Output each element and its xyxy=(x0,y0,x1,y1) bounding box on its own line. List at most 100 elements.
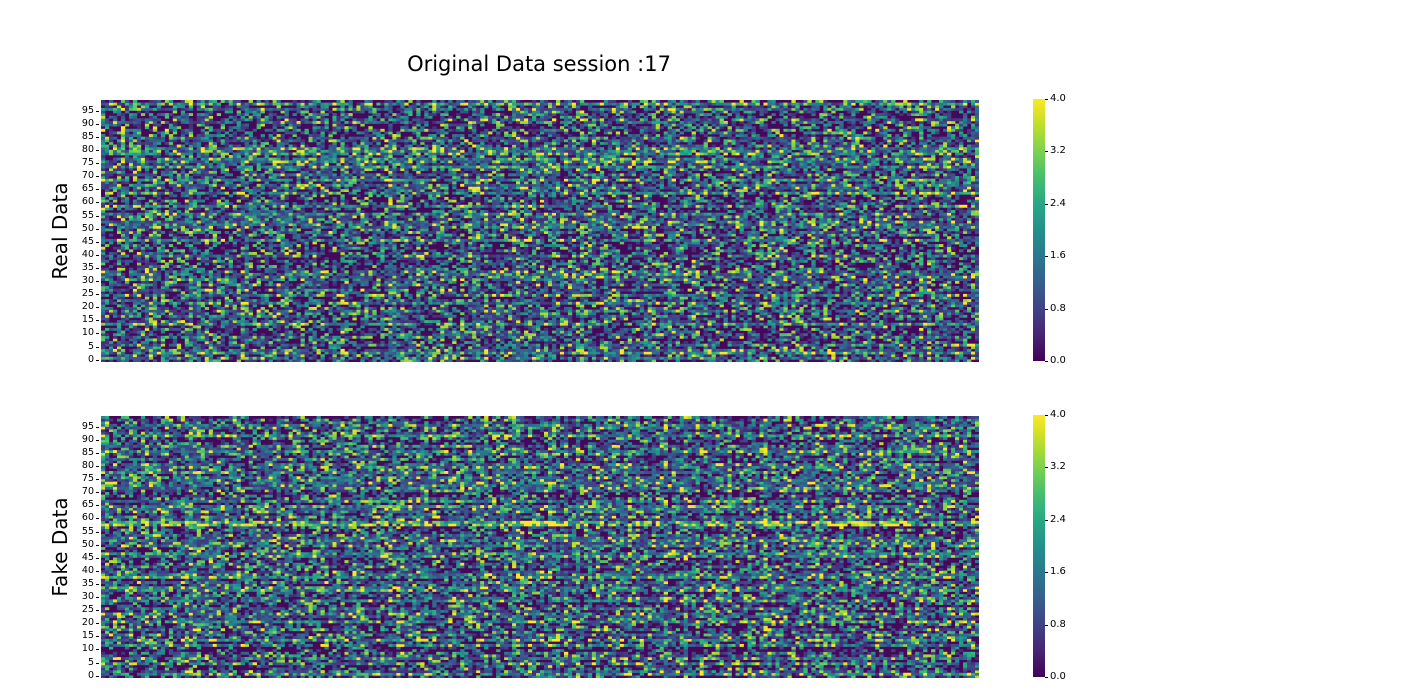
heatmap-cell xyxy=(955,354,959,357)
heatmap-cell xyxy=(847,325,851,328)
heatmap-cell xyxy=(165,336,169,339)
heatmap-cell xyxy=(340,349,344,352)
heatmap-cell xyxy=(181,352,185,355)
heatmap-cell xyxy=(919,346,923,349)
heatmap-cell xyxy=(197,352,201,355)
heatmap-cell xyxy=(221,344,225,347)
heatmap-cell xyxy=(811,346,815,349)
heatmap-cell xyxy=(660,333,664,336)
heatmap-cell xyxy=(321,354,325,357)
heatmap-cell xyxy=(496,354,500,357)
heatmap-cell xyxy=(863,336,867,339)
heatmap-cell xyxy=(117,333,121,336)
heatmap-cell xyxy=(899,333,903,336)
heatmap-cell xyxy=(891,354,895,357)
heatmap-cell xyxy=(700,354,704,357)
heatmap-cell xyxy=(328,344,332,347)
heatmap-cell xyxy=(241,338,245,341)
heatmap-cell xyxy=(452,328,456,331)
heatmap-cell xyxy=(313,338,317,341)
heatmap-cell xyxy=(823,325,827,328)
heatmap-cell xyxy=(752,352,756,355)
heatmap-cell xyxy=(265,357,269,360)
heatmap-cell xyxy=(584,341,588,344)
heatmap-cell xyxy=(305,331,309,334)
heatmap-cell xyxy=(189,325,193,328)
heatmap-cell xyxy=(101,323,105,326)
heatmap-cell xyxy=(213,344,217,347)
heatmap-cell xyxy=(129,338,133,341)
heatmap-cell xyxy=(843,354,847,357)
heatmap-cell xyxy=(253,336,257,339)
heatmap-cell xyxy=(265,323,269,326)
heatmap-cell xyxy=(133,357,137,360)
heatmap-cell xyxy=(488,325,492,328)
heatmap-cell xyxy=(720,331,724,334)
heatmap-cell xyxy=(173,352,177,355)
heatmap-cell xyxy=(955,336,959,339)
heatmap-cell xyxy=(564,338,568,341)
heatmap-cell xyxy=(392,325,396,328)
heatmap-cell xyxy=(468,352,472,355)
heatmap-cell xyxy=(189,331,193,334)
heatmap-cell xyxy=(660,325,664,328)
heatmap-cell xyxy=(684,341,688,344)
heatmap-cell xyxy=(153,333,157,336)
heatmap-cell xyxy=(440,349,444,352)
heatmap-cell xyxy=(328,349,332,352)
heatmap-cell xyxy=(432,359,436,362)
heatmap-cell xyxy=(620,341,624,344)
heatmap-cell xyxy=(708,328,712,331)
heatmap-cell xyxy=(795,331,799,334)
heatmap-cell xyxy=(432,354,436,357)
heatmap-cell xyxy=(237,352,241,355)
heatmap-cell xyxy=(456,359,460,362)
heatmap-cell xyxy=(412,349,416,352)
heatmap-cell xyxy=(344,331,348,334)
heatmap-cell xyxy=(652,357,656,360)
heatmap-cell xyxy=(815,336,819,339)
heatmap-cell xyxy=(356,328,360,331)
heatmap-cell xyxy=(229,336,233,339)
heatmap-cell xyxy=(536,357,540,360)
heatmap-cell xyxy=(911,359,915,362)
heatmap-cell xyxy=(724,336,728,339)
heatmap-cell xyxy=(967,344,971,347)
heatmap-cell xyxy=(943,341,947,344)
heatmap-cell xyxy=(496,338,500,341)
heatmap-cell xyxy=(205,325,209,328)
heatmap-cell xyxy=(728,349,732,352)
heatmap-cell xyxy=(612,346,616,349)
heatmap-cell xyxy=(732,344,736,347)
heatmap-cell xyxy=(181,357,185,360)
heatmap-cell xyxy=(109,346,113,349)
heatmap-cell xyxy=(827,325,831,328)
heatmap-cell xyxy=(875,352,879,355)
heatmap-cell xyxy=(855,333,859,336)
heatmap-cell xyxy=(835,331,839,334)
heatmap-cell xyxy=(265,341,269,344)
heatmap-cell xyxy=(388,336,392,339)
heatmap-cell xyxy=(883,328,887,331)
heatmap-cell xyxy=(340,338,344,341)
heatmap-cell xyxy=(336,344,340,347)
heatmap-cell xyxy=(141,349,145,352)
heatmap-cell xyxy=(348,336,352,339)
heatmap-cell xyxy=(516,346,520,349)
heatmap-cell xyxy=(752,346,756,349)
heatmap-cell xyxy=(660,336,664,339)
heatmap-cell xyxy=(692,352,696,355)
heatmap-cell xyxy=(105,344,109,347)
heatmap-cell xyxy=(947,338,951,341)
heatmap-cell xyxy=(955,352,959,355)
heatmap-cell xyxy=(221,336,225,339)
heatmap-cell xyxy=(787,349,791,352)
heatmap-cell xyxy=(400,328,404,331)
heatmap-cell xyxy=(728,333,732,336)
heatmap-cell xyxy=(779,325,783,328)
heatmap-cell xyxy=(237,336,241,339)
heatmap-cell xyxy=(468,333,472,336)
heatmap-cell xyxy=(540,333,544,336)
heatmap-cell xyxy=(688,352,692,355)
heatmap-cell xyxy=(145,341,149,344)
